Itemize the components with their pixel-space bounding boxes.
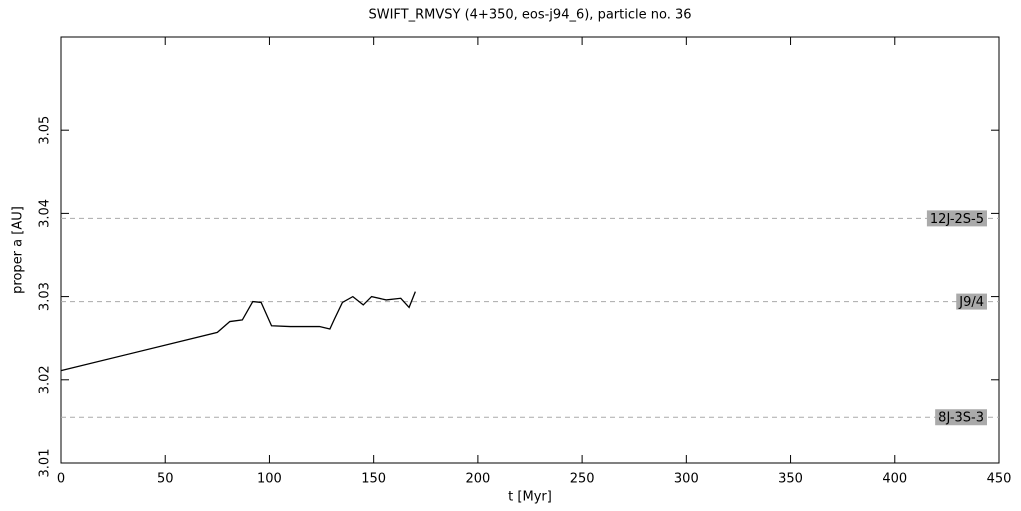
resonance-label-bg [926, 210, 987, 227]
x-tick-label: 250 [570, 472, 595, 487]
y-tick-label: 3.02 [38, 365, 53, 394]
x-tick-label: 150 [361, 472, 386, 487]
y-tick-label: 3.01 [38, 449, 53, 478]
y-tick-label: 3.04 [38, 199, 53, 228]
x-tick-label: 400 [882, 472, 907, 487]
resonance-label-bg [956, 293, 987, 310]
resonance-label: 8J-3S-3 [938, 411, 984, 426]
y-tick-label: 3.05 [38, 116, 53, 145]
resonance-label: J9/4 [958, 295, 984, 310]
y-tick-label: 3.03 [38, 282, 53, 311]
resonance-label: 12J-2S-5 [930, 212, 984, 227]
plot-frame [60, 36, 1000, 464]
x-tick-label: 50 [157, 472, 174, 487]
x-tick-label: 300 [674, 472, 699, 487]
x-tick-label: 100 [257, 472, 282, 487]
x-tick-label: 200 [465, 472, 490, 487]
data-line [60, 291, 416, 372]
resonance-label-bg [935, 409, 987, 426]
y-axis-label: proper a [AU] [11, 206, 26, 294]
x-axis-label: t [Myr] [508, 490, 552, 505]
chart-title: SWIFT_RMVSY (4+350, eos-j94_6), particle… [368, 8, 691, 23]
x-tick-label: 450 [987, 472, 1012, 487]
x-tick-label: 350 [778, 472, 803, 487]
x-tick-label: 0 [57, 472, 65, 487]
